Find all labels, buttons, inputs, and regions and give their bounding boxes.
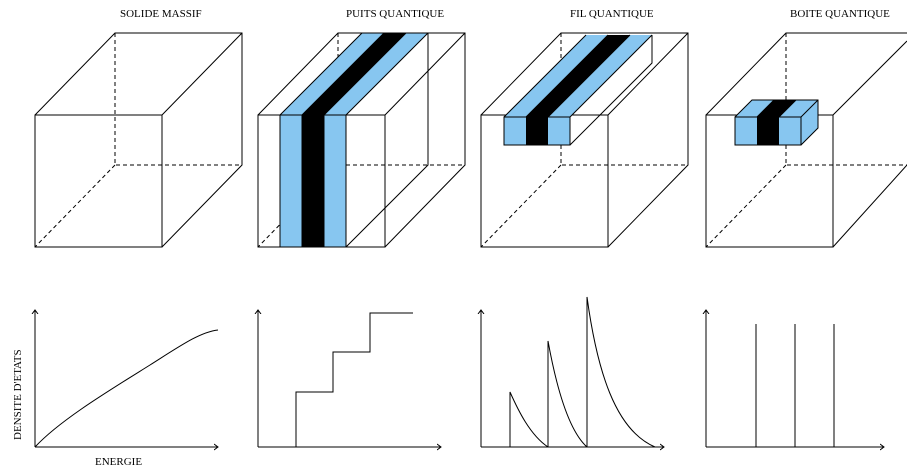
dos-curve-inverse-sqrt — [509, 296, 656, 448]
dot-side — [801, 100, 818, 145]
well-barrier-right-top — [324, 33, 428, 115]
quantum-wire — [503, 34, 653, 146]
cube-boite-quantique — [705, 32, 907, 248]
dos-curve-sqrt — [34, 329, 219, 448]
dos-curve-steps — [295, 312, 413, 447]
wire-core-top — [526, 35, 630, 117]
quantum-dot — [734, 99, 819, 146]
wire-barrier-right-front — [548, 117, 570, 145]
quantum-well-layers — [279, 32, 429, 248]
dot-barrier-right — [779, 117, 801, 145]
well-barrier-right — [324, 115, 346, 247]
y-axis-label: DENSITE D'ETATS — [12, 349, 24, 440]
x-axis-label: ENERGIE — [95, 456, 142, 468]
title-fil-quantique: FIL QUANTIQUE — [570, 8, 654, 20]
cube-solide-massif — [34, 32, 243, 248]
cube-fil-quantique — [480, 32, 689, 248]
dos-curve-delta — [755, 324, 835, 447]
dos-solide-massif — [35, 310, 218, 447]
dos-fil-quantique — [481, 296, 664, 448]
wire-barrier-left-front — [504, 117, 526, 145]
dot-core — [757, 117, 779, 145]
dot-core-top — [757, 100, 796, 117]
dos-boite-quantique — [706, 310, 884, 447]
wire-barrier-right-top — [548, 35, 652, 117]
well-barrier-left-top — [280, 33, 384, 115]
title-solide-massif: SOLIDE MASSIF — [120, 8, 202, 20]
title-boite-quantique: BOITE QUANTIQUE — [790, 8, 890, 20]
well-layer — [302, 115, 324, 247]
well-barrier-left — [280, 115, 302, 247]
well-layer-top — [302, 33, 406, 115]
wire-core-front — [526, 117, 548, 145]
cube-puits-quantique — [257, 32, 466, 248]
dos-puits-quantique — [258, 310, 441, 447]
title-puits-quantique: PUITS QUANTIQUE — [346, 8, 444, 20]
dot-barrier-left — [735, 117, 757, 145]
wire-barrier-left-top — [504, 35, 608, 117]
